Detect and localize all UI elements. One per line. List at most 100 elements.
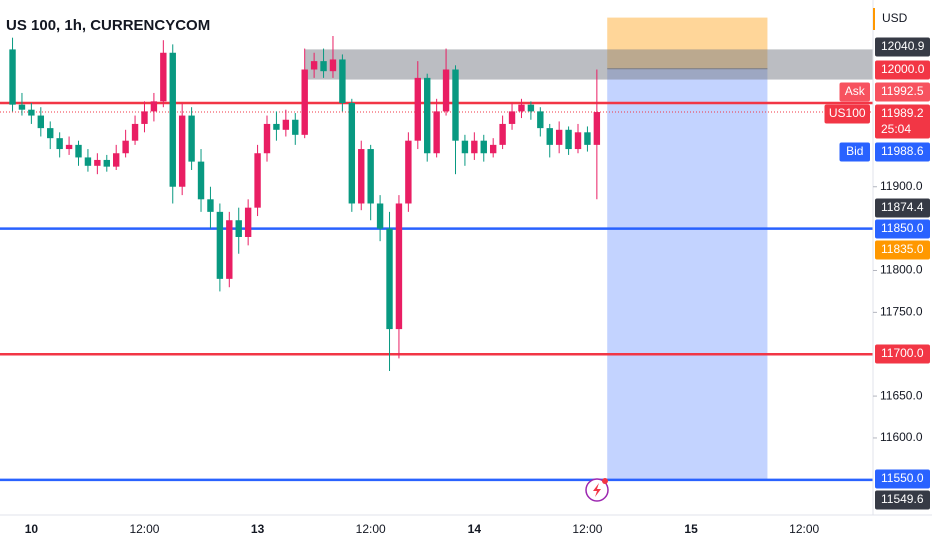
- candle-body: [442, 69, 450, 112]
- supply-zone: [304, 49, 873, 80]
- price-tag-name-box: [839, 82, 870, 102]
- candle-body: [47, 128, 54, 139]
- candle-body: [216, 211, 224, 279]
- candle-body: [188, 115, 195, 162]
- x-tick-label: 10: [25, 522, 39, 536]
- y-tick-label: 11600.0: [880, 430, 923, 444]
- price-tag-name-box: [839, 142, 870, 162]
- x-tick-label: 14: [468, 522, 482, 536]
- price-tag-countdown: 25:04: [881, 122, 911, 136]
- candle-body: [235, 220, 242, 237]
- candle-body: [386, 228, 393, 330]
- candle-body: [28, 109, 35, 116]
- candle-body: [244, 207, 252, 237]
- candle-body: [75, 144, 82, 158]
- candle-body: [358, 149, 365, 204]
- price-tag: [875, 469, 930, 489]
- candle-body: [424, 77, 431, 154]
- price-tag-name: Ask: [845, 84, 866, 98]
- candle-body: [37, 115, 45, 129]
- candle-body: [452, 69, 459, 141]
- price-tag-name-box: [824, 104, 870, 124]
- candle-body: [84, 157, 92, 166]
- price-tag-name: Bid: [846, 144, 863, 158]
- candle-body: [593, 112, 601, 145]
- currency[interactable]: USD: [882, 11, 908, 25]
- candle-body: [395, 203, 403, 330]
- candle-body: [141, 111, 148, 124]
- candle-body: [65, 144, 73, 150]
- candle-body: [150, 101, 158, 112]
- candle-body: [584, 132, 591, 145]
- y-tick-label: 11800.0: [880, 263, 923, 277]
- candle-body: [94, 159, 101, 166]
- candle-body: [301, 69, 308, 135]
- price-tag-label: 11989.2: [881, 106, 924, 120]
- price-tag-label: 11874.4: [881, 200, 924, 214]
- x-tick-label: 12:00: [129, 522, 159, 536]
- price-tag-label: 11992.5: [881, 84, 924, 98]
- x-tick-label: 12:00: [356, 522, 386, 536]
- price-tag-label: 11550.0: [881, 471, 924, 485]
- candle-body: [122, 140, 129, 154]
- alert-icon[interactable]: [585, 478, 609, 502]
- candle-body: [546, 128, 553, 145]
- candle-body: [574, 132, 582, 150]
- price-tag-name: US100: [829, 106, 866, 120]
- candle-body: [178, 115, 186, 187]
- y-tick-label: 11650.0: [880, 388, 923, 402]
- candle-body: [103, 159, 110, 167]
- price-tag-label: 12040.9: [881, 39, 925, 53]
- candle-body: [508, 111, 516, 124]
- candle-body: [56, 138, 63, 150]
- price-tag: [875, 37, 930, 57]
- candle-body: [537, 111, 544, 129]
- price-tag: [875, 219, 930, 239]
- alert-dot: [602, 478, 608, 484]
- candle-body: [367, 149, 374, 204]
- candle-body: [414, 77, 421, 141]
- candle-body: [197, 161, 205, 200]
- price-tag: [875, 490, 930, 510]
- price-tag-label: 12000.0: [881, 62, 925, 76]
- candle-body: [518, 104, 525, 112]
- candle-body: [226, 220, 233, 279]
- price-tag-label: 11700.0: [881, 346, 924, 360]
- candle-body: [254, 153, 261, 208]
- candle-body: [555, 129, 563, 145]
- price-tag: [875, 344, 930, 364]
- candle-body: [207, 199, 214, 212]
- price-tag: [875, 142, 930, 162]
- plot-area: [0, 17, 873, 482]
- candle-body: [169, 52, 176, 187]
- candle-body: [310, 61, 318, 70]
- candle-body: [320, 61, 327, 72]
- price-tag-label: 11988.6: [881, 144, 924, 158]
- candle-body: [339, 59, 346, 103]
- candle-body: [273, 123, 280, 130]
- target-zone: [607, 68, 768, 480]
- candle-body: [376, 203, 384, 229]
- candle-body: [489, 144, 497, 154]
- candle-body: [499, 123, 506, 145]
- x-tick-label: 15: [684, 522, 698, 536]
- candle-body: [113, 153, 120, 167]
- price-tag: [875, 60, 930, 80]
- candle-body: [263, 123, 271, 154]
- x-tick-label: 12:00: [789, 522, 819, 536]
- price-tag: [875, 82, 930, 102]
- price-tag: [875, 198, 930, 218]
- candle-body: [282, 119, 290, 130]
- chart-title: US 100, 1h, CURRENCYCOM: [6, 17, 210, 34]
- y-tick-label: 11900.0: [880, 179, 923, 193]
- price-tag-label: 11850.0: [881, 221, 924, 235]
- candle-body: [160, 52, 167, 102]
- price-tag-label: 11549.6: [881, 492, 924, 506]
- y-tick-label: 11750.0: [880, 305, 923, 319]
- candle-body: [565, 129, 572, 150]
- candle-body: [405, 140, 412, 204]
- candle-body: [433, 111, 440, 154]
- x-tick-label: 13: [251, 522, 265, 536]
- alert-bolt: [593, 483, 601, 497]
